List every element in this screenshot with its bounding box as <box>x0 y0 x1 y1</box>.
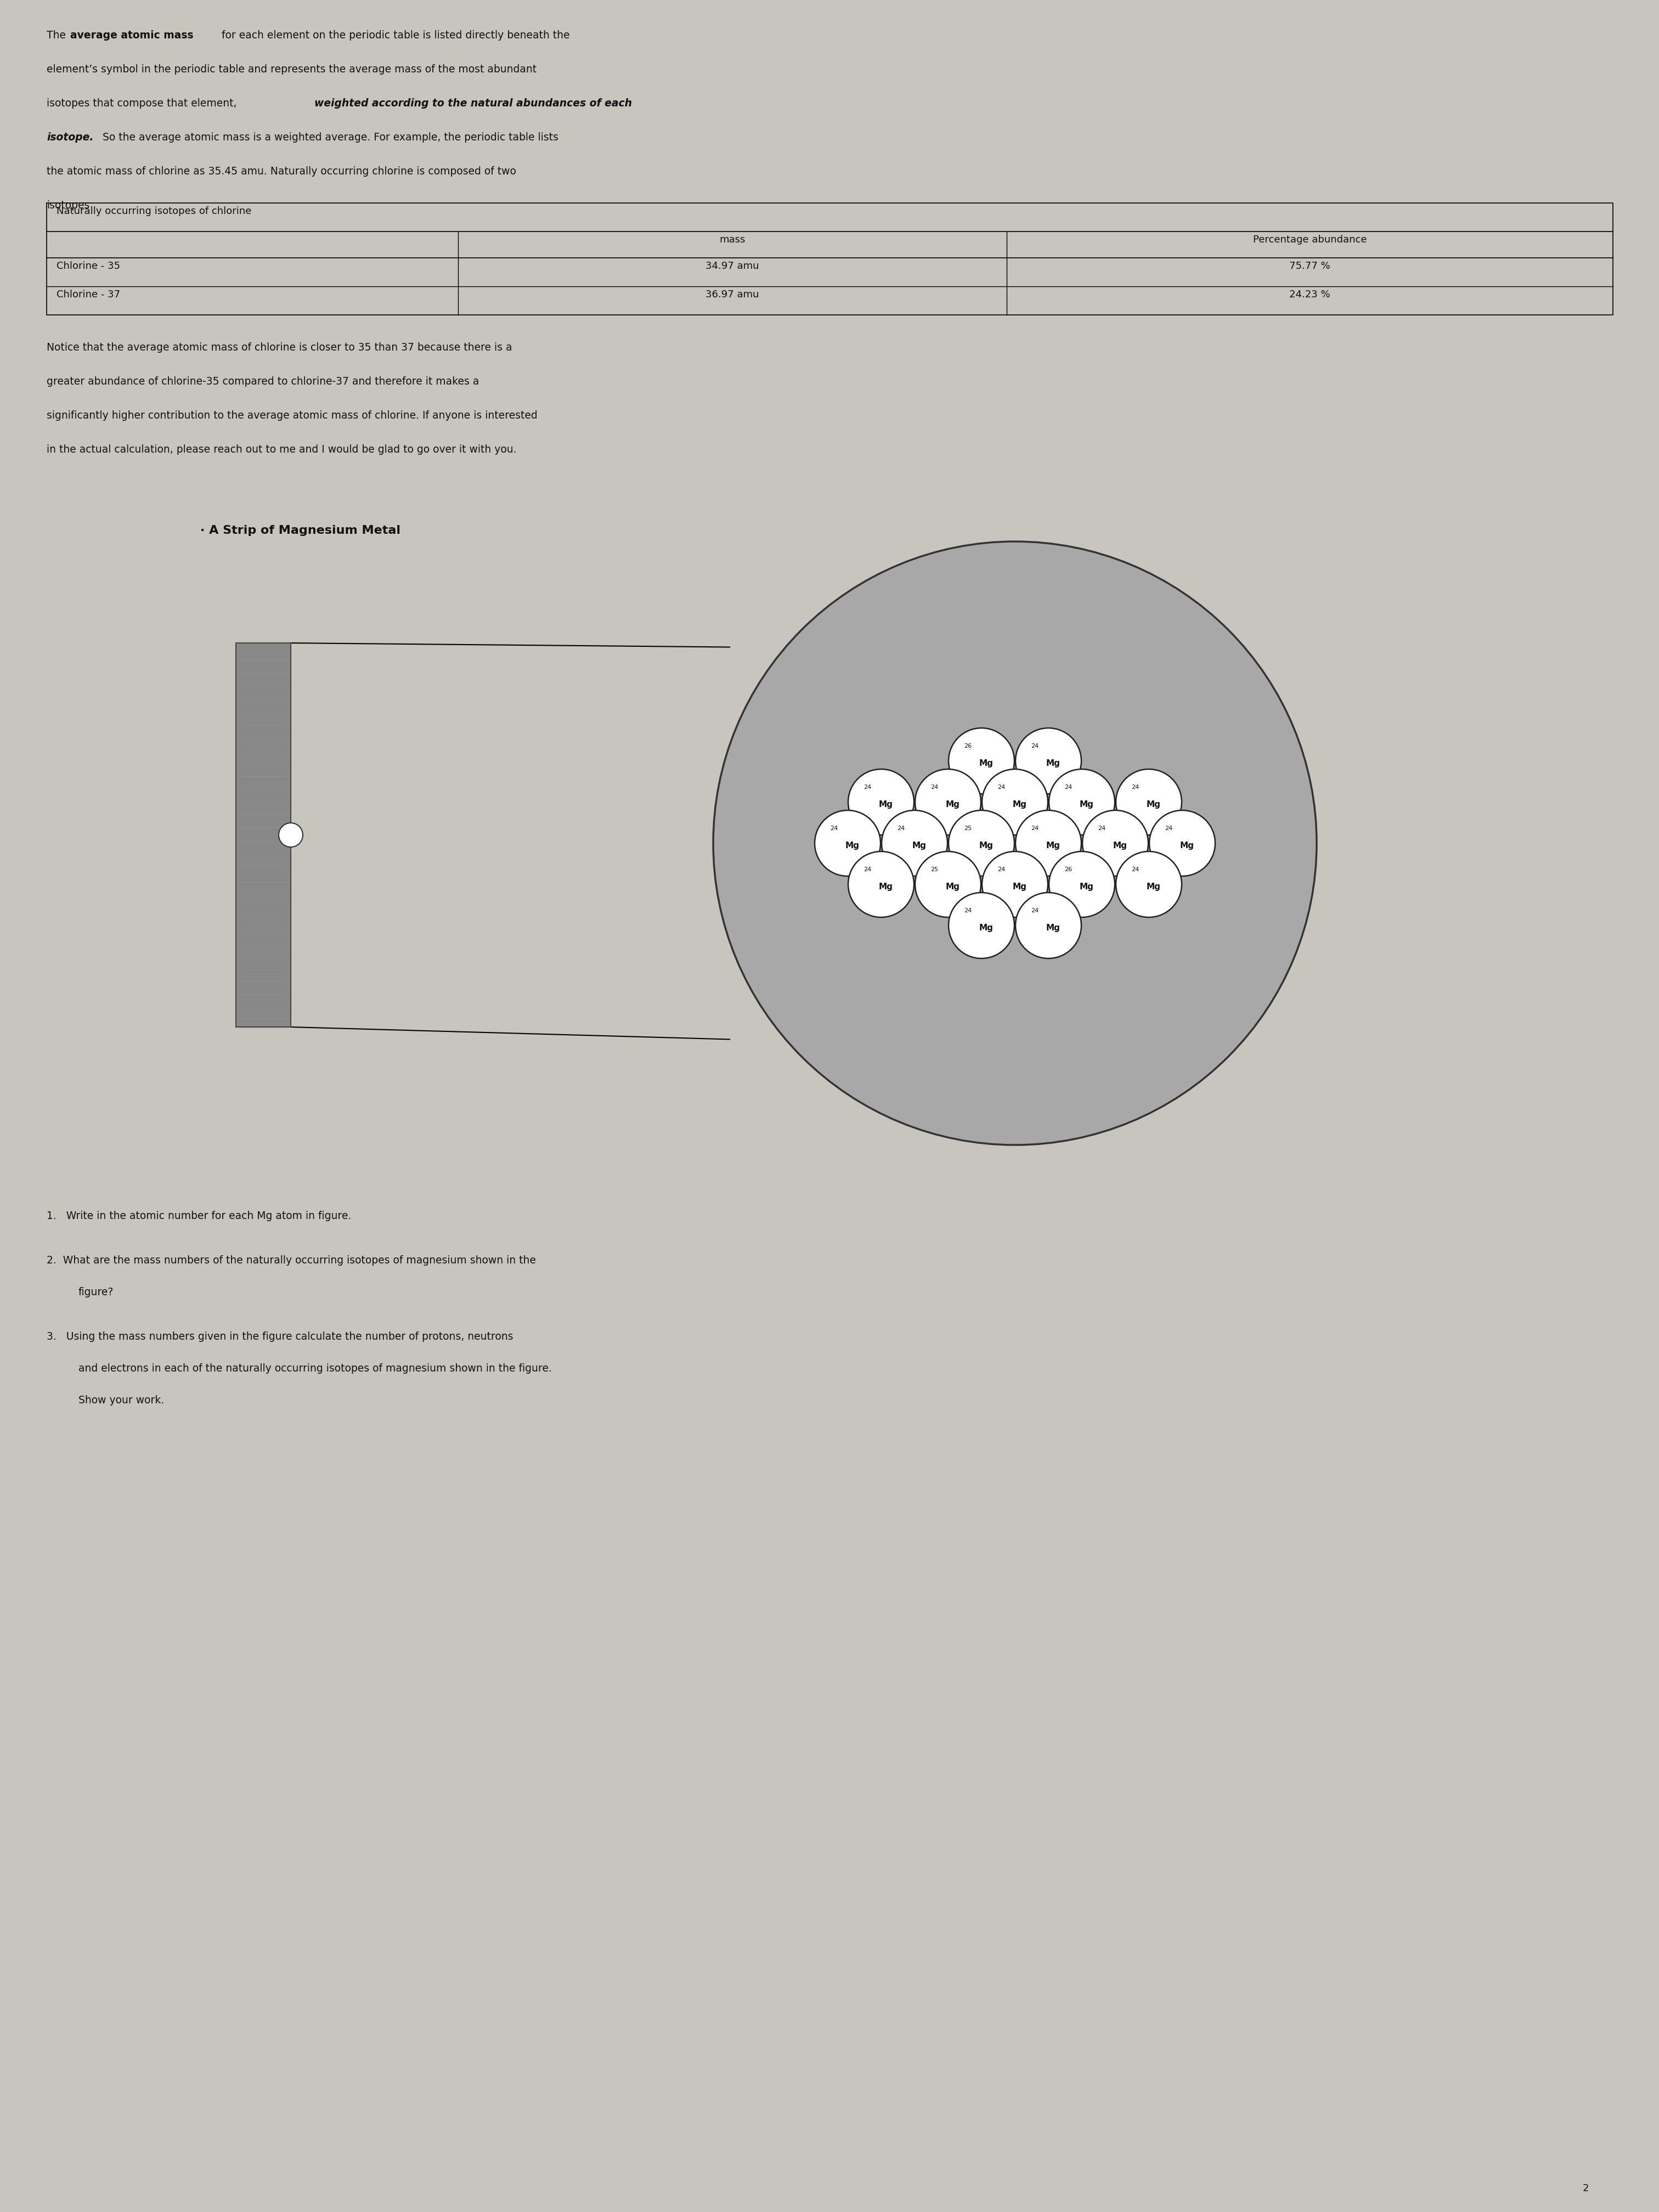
Text: Mg: Mg <box>1146 883 1161 891</box>
Text: 24: 24 <box>830 825 838 832</box>
Circle shape <box>949 894 1014 958</box>
Circle shape <box>1015 810 1082 876</box>
Text: greater abundance of chlorine-35 compared to chlorine-37 and therefore it makes : greater abundance of chlorine-35 compare… <box>46 376 479 387</box>
Text: 24: 24 <box>863 867 871 872</box>
Circle shape <box>949 810 1014 876</box>
Circle shape <box>1150 810 1214 876</box>
Text: Mg: Mg <box>1047 759 1060 768</box>
Text: Mg: Mg <box>1012 801 1027 810</box>
Text: 2: 2 <box>1583 2183 1589 2194</box>
Text: Show your work.: Show your work. <box>78 1396 164 1407</box>
Text: Mg: Mg <box>1012 883 1027 891</box>
Text: Notice that the average atomic mass of chlorine is closer to 35 than 37 because : Notice that the average atomic mass of c… <box>46 343 513 352</box>
Text: 3.   Using the mass numbers given in the figure calculate the number of protons,: 3. Using the mass numbers given in the f… <box>46 1332 513 1343</box>
Circle shape <box>949 728 1014 794</box>
Circle shape <box>1015 894 1082 958</box>
Circle shape <box>1117 852 1181 918</box>
Text: significantly higher contribution to the average atomic mass of chlorine. If any: significantly higher contribution to the… <box>46 411 538 420</box>
Circle shape <box>881 810 947 876</box>
Text: Chlorine - 37: Chlorine - 37 <box>56 290 119 299</box>
Text: 24: 24 <box>1131 867 1138 872</box>
Text: Mg: Mg <box>1080 801 1093 810</box>
Text: 75.77 %: 75.77 % <box>1289 261 1331 272</box>
Circle shape <box>1048 770 1115 834</box>
Text: 1.   Write in the atomic number for each Mg atom in figure.: 1. Write in the atomic number for each M… <box>46 1210 352 1221</box>
Text: So the average atomic mass is a weighted average. For example, the periodic tabl: So the average atomic mass is a weighted… <box>100 133 559 142</box>
Circle shape <box>982 852 1048 918</box>
Text: 24: 24 <box>863 785 871 790</box>
Text: for each element on the periodic table is listed directly beneath the: for each element on the periodic table i… <box>219 31 569 40</box>
Circle shape <box>1082 810 1148 876</box>
Text: Percentage abundance: Percentage abundance <box>1253 234 1367 246</box>
Circle shape <box>916 852 980 918</box>
Text: isotopes that compose that element,: isotopes that compose that element, <box>46 97 241 108</box>
Circle shape <box>848 852 914 918</box>
Text: Mg: Mg <box>846 843 859 849</box>
Text: 24: 24 <box>964 907 972 914</box>
Circle shape <box>815 810 881 876</box>
Text: 24: 24 <box>1131 785 1138 790</box>
Text: in the actual calculation, please reach out to me and I would be glad to go over: in the actual calculation, please reach … <box>46 445 516 456</box>
Text: Mg: Mg <box>1146 801 1161 810</box>
Text: 24: 24 <box>997 785 1005 790</box>
Text: The: The <box>46 31 70 40</box>
Text: isotope.: isotope. <box>46 133 93 142</box>
Text: 24: 24 <box>1165 825 1173 832</box>
Text: Mg: Mg <box>879 801 893 810</box>
Text: 24: 24 <box>997 867 1005 872</box>
Text: figure?: figure? <box>78 1287 114 1298</box>
Text: 2.  What are the mass numbers of the naturally occurring isotopes of magnesium s: 2. What are the mass numbers of the natu… <box>46 1256 536 1265</box>
Text: 34.97 amu: 34.97 amu <box>705 261 760 272</box>
Circle shape <box>848 770 914 834</box>
Circle shape <box>1117 770 1181 834</box>
Text: Naturally occurring isotopes of chlorine: Naturally occurring isotopes of chlorine <box>56 206 252 217</box>
Circle shape <box>1015 728 1082 794</box>
Text: and electrons in each of the naturally occurring isotopes of magnesium shown in : and electrons in each of the naturally o… <box>78 1363 552 1374</box>
Text: Chlorine - 35: Chlorine - 35 <box>56 261 119 272</box>
Text: 24: 24 <box>1063 785 1072 790</box>
Circle shape <box>982 770 1048 834</box>
Text: 24: 24 <box>931 785 937 790</box>
Text: Mg: Mg <box>946 883 961 891</box>
Text: average atomic mass: average atomic mass <box>70 31 194 40</box>
Text: 26: 26 <box>964 743 972 750</box>
Bar <box>236 644 290 1026</box>
Text: Mg: Mg <box>1047 925 1060 931</box>
Text: 24: 24 <box>898 825 904 832</box>
Text: 26: 26 <box>1063 867 1072 872</box>
Text: Mg: Mg <box>1047 843 1060 849</box>
Text: the atomic mass of chlorine as 35.45 amu. Naturally occurring chlorine is compos: the atomic mass of chlorine as 35.45 amu… <box>46 166 516 177</box>
Text: 24.23 %: 24.23 % <box>1289 290 1331 299</box>
Text: 24: 24 <box>1030 825 1039 832</box>
Text: Mg: Mg <box>1080 883 1093 891</box>
Text: Mg: Mg <box>979 843 994 849</box>
Text: 36.97 amu: 36.97 amu <box>705 290 760 299</box>
Text: mass: mass <box>720 234 745 246</box>
Text: · A Strip of Magnesium Metal: · A Strip of Magnesium Metal <box>201 524 400 535</box>
Circle shape <box>916 770 980 834</box>
Circle shape <box>713 542 1317 1146</box>
Circle shape <box>1048 852 1115 918</box>
Text: element’s symbol in the periodic table and represents the average mass of the mo: element’s symbol in the periodic table a… <box>46 64 536 75</box>
Text: Mg: Mg <box>1180 843 1194 849</box>
Text: 25: 25 <box>931 867 937 872</box>
Text: 24: 24 <box>1098 825 1105 832</box>
Text: isotopes: isotopes <box>46 201 90 210</box>
Text: Mg: Mg <box>912 843 927 849</box>
Text: Mg: Mg <box>979 759 994 768</box>
Text: Mg: Mg <box>1113 843 1128 849</box>
Text: 25: 25 <box>964 825 972 832</box>
Text: weighted according to the natural abundances of each: weighted according to the natural abunda… <box>314 97 632 108</box>
Text: 24: 24 <box>1030 907 1039 914</box>
Text: Mg: Mg <box>979 925 994 931</box>
Text: Mg: Mg <box>879 883 893 891</box>
Text: 24: 24 <box>1030 743 1039 750</box>
Circle shape <box>279 823 304 847</box>
Text: Mg: Mg <box>946 801 961 810</box>
